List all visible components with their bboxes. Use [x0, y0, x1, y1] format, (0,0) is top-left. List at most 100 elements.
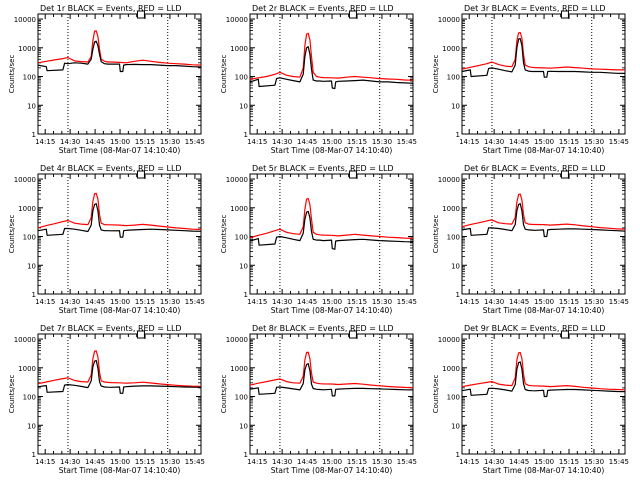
y-tick-label: 10000 — [14, 16, 36, 24]
x-tick-label: 15:00 — [110, 298, 130, 306]
corner-marker-box — [560, 170, 569, 179]
series-line-lld — [461, 193, 626, 230]
corner-marker-box — [348, 10, 357, 19]
x-tick-label: 15:30 — [160, 458, 180, 466]
x-tick-label: 14:15 — [459, 298, 479, 306]
x-tick-label: 14:45 — [297, 138, 317, 146]
x-tick-label: 15:45 — [185, 298, 205, 306]
y-axis-label: Counts/sec — [220, 375, 228, 414]
plot-frame — [249, 173, 414, 295]
y-axis-label: Counts/sec — [220, 215, 228, 254]
x-tick-label: 15:30 — [160, 298, 180, 306]
x-axis-label: Start Time (08-Mar-07 14:10:40) — [483, 306, 605, 315]
y-tick-label: 10 — [239, 102, 248, 110]
panel-det-5: Det 5r BLACK = Events, RED = LLD 1 10 100 10… — [220, 164, 417, 315]
series-line-events — [37, 359, 202, 394]
y-tick-label: 1000 — [230, 205, 248, 213]
x-tick-label: 15:30 — [372, 138, 392, 146]
y-tick-label: 10000 — [14, 336, 36, 344]
x-tick-label: 15:15 — [347, 298, 367, 306]
x-tick-label: 14:30 — [484, 458, 504, 466]
y-tick-label: 100 — [235, 394, 248, 402]
y-tick-label: 10000 — [226, 176, 248, 184]
y-tick-label: 10000 — [438, 336, 460, 344]
y-tick-label: 1000 — [18, 45, 36, 53]
y-tick-label: 1000 — [18, 365, 36, 373]
x-tick-label: 14:30 — [272, 298, 292, 306]
x-tick-label: 14:15 — [35, 298, 55, 306]
corner-marker-box — [560, 330, 569, 339]
y-tick-label: 1000 — [230, 45, 248, 53]
corner-marker-box — [560, 10, 569, 19]
y-tick-label: 10 — [27, 102, 36, 110]
y-tick-label: 10000 — [438, 176, 460, 184]
plot-frame — [461, 333, 626, 455]
series-line-events — [249, 210, 414, 250]
plot-frame — [249, 333, 414, 455]
x-tick-label: 15:00 — [110, 138, 130, 146]
y-tick-label: 100 — [235, 74, 248, 82]
series-line-lld — [37, 192, 202, 231]
x-tick-label: 14:30 — [272, 138, 292, 146]
x-tick-label: 15:15 — [347, 138, 367, 146]
x-axis-label: Start Time (08-Mar-07 14:10:40) — [59, 306, 181, 315]
y-tick-label: 1 — [244, 451, 248, 459]
y-axis-label: Counts/sec — [432, 375, 440, 414]
x-tick-label: 15:15 — [347, 458, 367, 466]
x-tick-label: 14:30 — [60, 458, 80, 466]
panel-det-6: Det 6r BLACK = Events, RED = LLD 1 10 100 10… — [432, 164, 629, 315]
series-line-lld — [249, 351, 414, 389]
x-tick-label: 15:00 — [534, 458, 554, 466]
x-axis-label: Start Time (08-Mar-07 14:10:40) — [59, 466, 181, 475]
y-tick-label: 1000 — [442, 365, 460, 373]
y-axis-label: Counts/sec — [432, 55, 440, 94]
panel-det-4: Det 4r BLACK = Events, RED = LLD 1 10 100 10… — [8, 164, 205, 315]
y-tick-label: 1 — [456, 451, 460, 459]
y-tick-label: 1000 — [18, 205, 36, 213]
y-tick-label: 1000 — [230, 365, 248, 373]
y-tick-label: 100 — [23, 394, 36, 402]
y-tick-label: 1 — [456, 291, 460, 299]
y-tick-label: 10 — [451, 262, 460, 270]
y-axis-label: Counts/sec — [432, 215, 440, 254]
x-tick-label: 14:30 — [484, 298, 504, 306]
x-tick-label: 15:00 — [110, 458, 130, 466]
y-tick-label: 10 — [451, 102, 460, 110]
series-line-lld — [37, 350, 202, 387]
y-tick-label: 1000 — [442, 205, 460, 213]
x-tick-label: 15:30 — [584, 458, 604, 466]
x-tick-label: 14:15 — [247, 138, 267, 146]
x-tick-label: 14:15 — [35, 458, 55, 466]
panel-title: Det 7r BLACK = Events, RED = LLD — [40, 324, 182, 333]
y-axis-label: Counts/sec — [220, 55, 228, 94]
x-axis-label: Start Time (08-Mar-07 14:10:40) — [271, 146, 393, 155]
x-tick-label: 14:45 — [85, 298, 105, 306]
x-tick-label: 15:00 — [534, 138, 554, 146]
plot-frame — [461, 173, 626, 295]
x-tick-label: 15:15 — [135, 138, 155, 146]
x-tick-label: 15:45 — [185, 458, 205, 466]
y-tick-label: 10 — [27, 422, 36, 430]
panel-title: Det 8r BLACK = Events, RED = LLD — [252, 324, 394, 333]
plot-frame — [249, 13, 414, 135]
panel-title: Det 2r BLACK = Events, RED = LLD — [252, 4, 394, 13]
y-tick-label: 10000 — [226, 16, 248, 24]
x-tick-label: 15:30 — [584, 298, 604, 306]
y-tick-label: 10000 — [14, 176, 36, 184]
x-tick-label: 15:15 — [559, 298, 579, 306]
y-tick-label: 100 — [235, 234, 248, 242]
series-line-lld — [249, 197, 414, 239]
y-tick-label: 100 — [23, 234, 36, 242]
x-tick-label: 15:45 — [609, 138, 629, 146]
y-axis-label: Counts/sec — [8, 55, 16, 94]
plot-frame — [37, 13, 202, 135]
x-tick-label: 14:15 — [35, 138, 55, 146]
panel-title: Det 5r BLACK = Events, RED = LLD — [252, 164, 394, 173]
y-tick-label: 100 — [447, 74, 460, 82]
x-tick-label: 14:45 — [297, 298, 317, 306]
x-tick-label: 14:45 — [509, 298, 529, 306]
x-tick-label: 15:30 — [584, 138, 604, 146]
panel-det-3: Det 3r BLACK = Events, RED = LLD 1 10 100 10… — [432, 4, 629, 155]
x-tick-label: 15:45 — [609, 458, 629, 466]
y-tick-label: 10 — [239, 262, 248, 270]
